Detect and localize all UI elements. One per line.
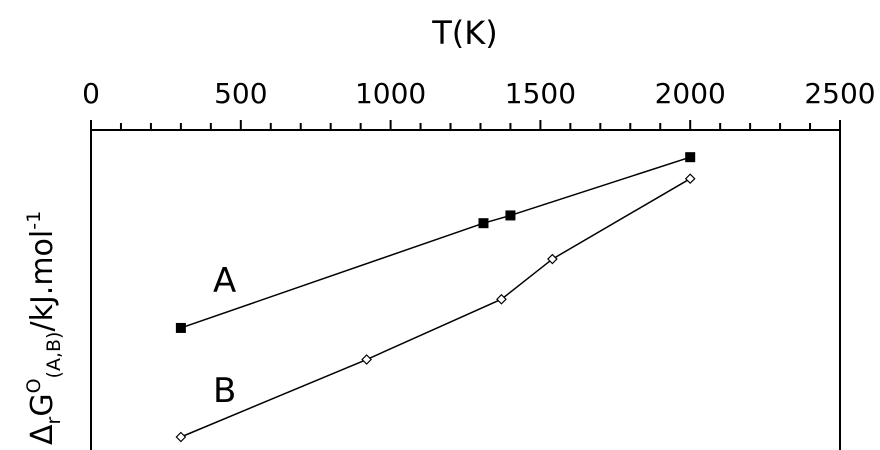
x-axis-title: T(K) — [431, 14, 498, 52]
series-label-a: A — [213, 261, 236, 301]
x-tick-labels: 0 500 1000 1500 2000 2500 — [82, 77, 876, 110]
series-point-b — [547, 253, 558, 265]
y-label-sup-o: O — [23, 378, 45, 393]
x-tick-label: 2500 — [804, 77, 875, 110]
series-label-b: B — [213, 371, 236, 411]
y-label-g: G — [25, 393, 60, 416]
series-point-a — [505, 210, 516, 221]
y-label-sub-r: r — [43, 416, 65, 424]
x-tick-label: 2000 — [655, 77, 726, 110]
y-label-delta: Δ — [25, 424, 60, 445]
y-axis-title: ΔrGO(A,B)/kJ.mol-1 — [23, 211, 65, 445]
series-point-a — [175, 322, 186, 333]
series-line-b — [180, 178, 691, 438]
series-point-a — [478, 218, 489, 229]
series-point-b — [361, 354, 372, 365]
x-tick-label: 1500 — [505, 77, 576, 110]
series-layer — [175, 152, 696, 443]
x-tick-label: 500 — [214, 77, 267, 110]
series-point-a — [685, 152, 696, 163]
series-point-b — [496, 293, 507, 305]
x-tick-label: 0 — [82, 77, 100, 110]
y-label-sub-ab: (A,B) — [43, 332, 65, 379]
x-tick-label: 1000 — [355, 77, 426, 110]
series-line-a — [180, 156, 691, 329]
series-point-b — [175, 431, 187, 443]
series-point-b — [684, 173, 696, 185]
y-label-unit-sup: -1 — [23, 211, 45, 230]
x-axis-ticks — [90, 120, 841, 130]
y-label-unit: /kJ.mol — [25, 230, 60, 332]
